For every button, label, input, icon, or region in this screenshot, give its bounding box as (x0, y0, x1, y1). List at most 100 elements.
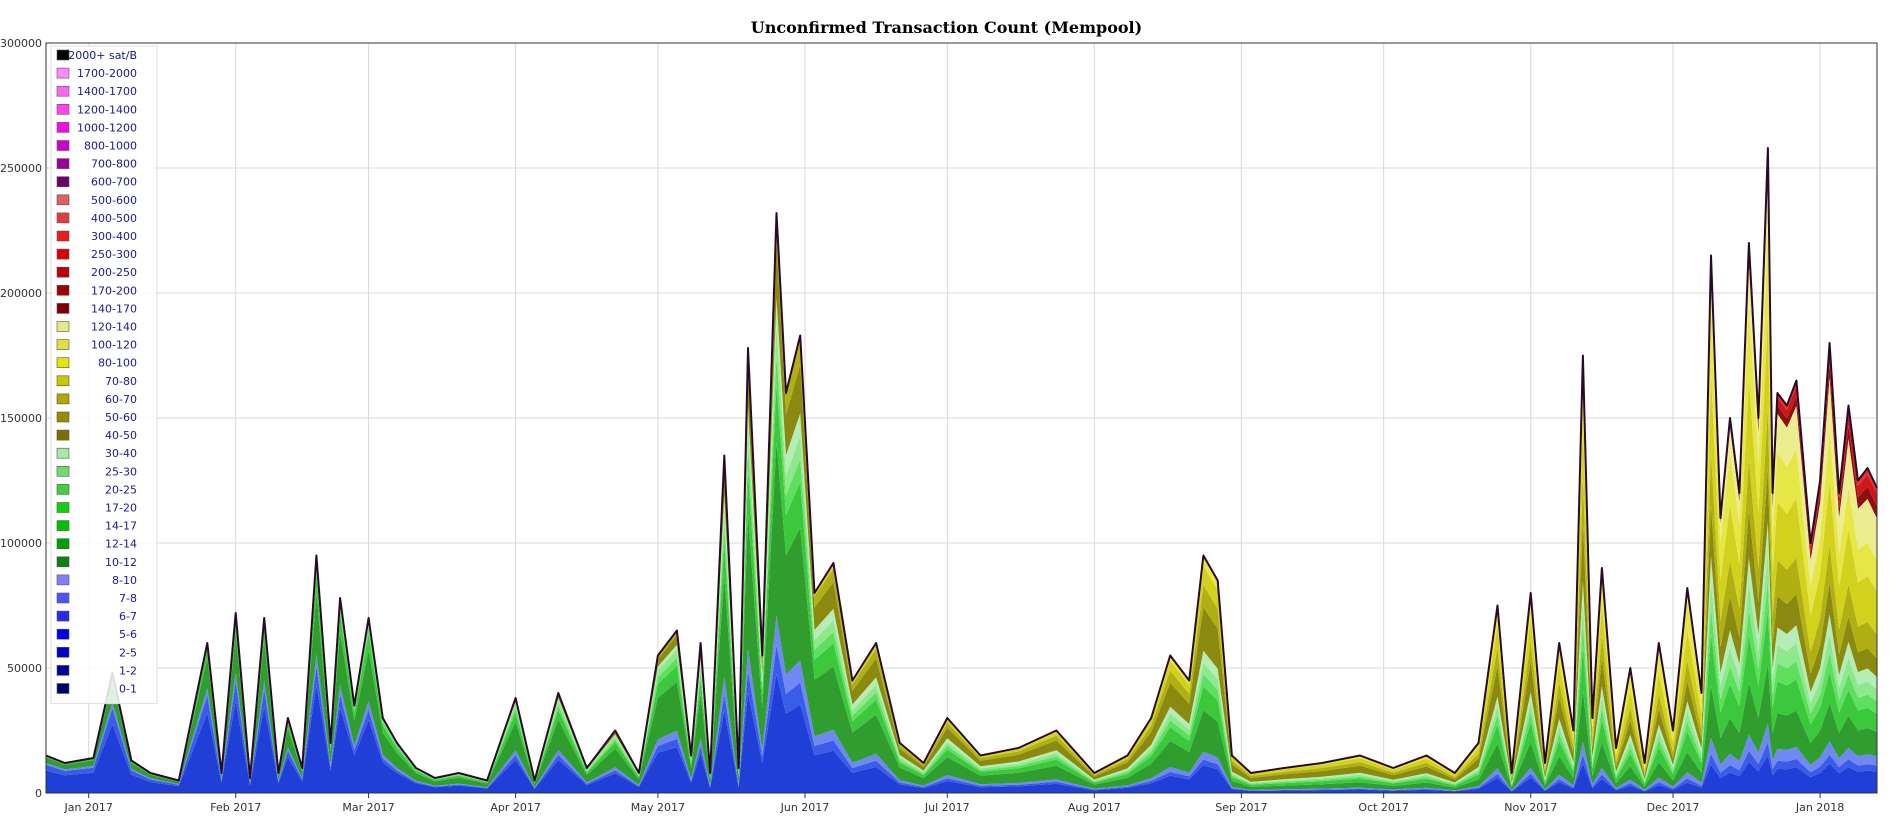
legend-swatch (56, 85, 70, 97)
legend-item[interactable]: 300-400 (56, 230, 137, 243)
legend-item[interactable]: 2000+ sat/B (56, 49, 137, 62)
legend-label: 60-70 (105, 393, 137, 406)
legend-label: 14-17 (105, 520, 137, 533)
legend-swatch (56, 104, 70, 115)
legend-label: 1000-1200 (77, 121, 137, 134)
legend-swatch (56, 176, 70, 187)
legend-swatch (56, 502, 70, 513)
legend-item[interactable]: 17-20 (56, 502, 137, 515)
legend-swatch (56, 592, 70, 604)
legend-swatch (56, 230, 70, 242)
legend-swatch (56, 429, 70, 441)
legend-item[interactable]: 1-2 (56, 664, 137, 677)
area-band-6-7 (46, 383, 1877, 788)
legend-label: 400-500 (91, 212, 137, 225)
legend-label: 12-14 (105, 538, 137, 551)
x-tick-label: Apr 2017 (490, 801, 541, 814)
legend-item[interactable]: 0-1 (56, 683, 137, 696)
legend-label: 17-20 (105, 502, 137, 515)
x-tick-label: Nov 2017 (1504, 801, 1557, 814)
legend-swatch (56, 122, 70, 133)
y-tick-label: 150000 (0, 412, 42, 425)
legend-item[interactable]: 8-10 (56, 574, 137, 587)
legend-label: 700-800 (91, 158, 137, 171)
legend-label: 2000+ sat/B (68, 49, 137, 62)
total-line-group (45, 147, 1878, 782)
legend-swatch (56, 665, 70, 676)
x-tick-label: May 2017 (631, 801, 685, 814)
legend-swatch (56, 266, 70, 278)
legend-item[interactable]: 5-6 (56, 628, 137, 641)
x-tick-label: Sep 2017 (1215, 801, 1267, 814)
plot-frame (45, 42, 1878, 794)
legend-item[interactable]: 1000-1200 (56, 121, 137, 134)
chart-title: Unconfirmed Transaction Count (Mempool) (750, 18, 1143, 37)
legend-item[interactable]: 70-80 (56, 375, 137, 388)
legend-item[interactable]: 7-8 (56, 592, 137, 605)
legend-label: 200-250 (91, 266, 137, 279)
legend-item[interactable]: 600-700 (56, 176, 137, 189)
legend-swatch (56, 375, 70, 387)
legend-item[interactable]: 40-50 (56, 429, 137, 442)
legend-label: 40-50 (105, 429, 137, 442)
legend-label: 6-7 (119, 610, 137, 623)
legend-item[interactable]: 14-17 (56, 520, 137, 533)
legend-label: 1700-2000 (77, 67, 137, 80)
legend-label: 30-40 (105, 447, 137, 460)
legend-item[interactable]: 700-800 (56, 158, 137, 171)
legend-swatch (56, 284, 70, 296)
x-axis: Jan 2017 Feb 2017 Mar 2017 Apr 2017 May 2017… (63, 793, 1844, 814)
legend-swatch (56, 465, 70, 477)
legend: 2000+ sat/B 1700-2000 1400-1700 1200-1400 10… (50, 45, 158, 705)
legend-item[interactable]: 250-300 (56, 248, 137, 261)
legend-item[interactable]: 170-200 (56, 284, 137, 297)
x-tick-label: Oct 2017 (1358, 801, 1409, 814)
legend-label: 20-25 (105, 483, 137, 496)
legend-swatch (56, 339, 70, 350)
legend-item[interactable]: 120-140 (56, 321, 137, 334)
x-tick-label: Jan 2018 (1795, 801, 1844, 814)
stacked-areas (46, 148, 1877, 793)
legend-label: 5-6 (119, 628, 137, 641)
legend-item[interactable]: 200-250 (56, 266, 137, 279)
legend-item[interactable]: 12-14 (56, 538, 137, 551)
legend-item[interactable]: 1400-1700 (56, 85, 137, 98)
legend-item[interactable]: 50-60 (56, 411, 137, 424)
legend-swatch (56, 556, 70, 568)
legend-swatch (56, 49, 70, 61)
legend-swatch (56, 194, 70, 206)
legend-item[interactable]: 800-1000 (56, 140, 137, 153)
legend-swatch (56, 683, 70, 694)
legend-swatch (56, 484, 70, 495)
legend-label: 10-12 (105, 556, 137, 569)
legend-item[interactable]: 6-7 (56, 610, 137, 623)
legend-swatch (56, 411, 70, 423)
legend-item[interactable]: 100-120 (56, 339, 137, 352)
legend-item[interactable]: 80-100 (56, 357, 137, 370)
legend-label: 140-170 (91, 302, 137, 315)
y-tick-label: 250000 (0, 162, 42, 175)
legend-item[interactable]: 500-600 (56, 194, 137, 207)
legend-label: 500-600 (91, 194, 137, 207)
legend-item[interactable]: 1700-2000 (56, 67, 137, 80)
x-tick-label: Dec 2017 (1647, 801, 1700, 814)
y-tick-label: 50000 (7, 662, 42, 675)
legend-label: 600-700 (91, 176, 137, 189)
legend-item[interactable]: 2-5 (56, 646, 137, 659)
legend-swatch (56, 574, 70, 586)
area-band-7-8 (46, 354, 1877, 786)
legend-item[interactable]: 25-30 (56, 465, 137, 478)
legend-item[interactable]: 60-70 (56, 393, 137, 406)
legend-item[interactable]: 140-170 (56, 302, 137, 315)
legend-item[interactable]: 20-25 (56, 483, 137, 496)
legend-item[interactable]: 30-40 (56, 447, 137, 460)
legend-item[interactable]: 400-500 (56, 212, 137, 225)
legend-item[interactable]: 1200-1400 (56, 103, 137, 116)
y-tick-label: 0 (35, 787, 42, 800)
legend-swatch (56, 212, 70, 224)
legend-label: 80-100 (98, 357, 137, 370)
legend-item[interactable]: 10-12 (56, 556, 137, 569)
x-tick-label: Mar 2017 (342, 801, 394, 814)
legend-swatch (56, 520, 70, 531)
legend-label: 8-10 (112, 574, 137, 587)
